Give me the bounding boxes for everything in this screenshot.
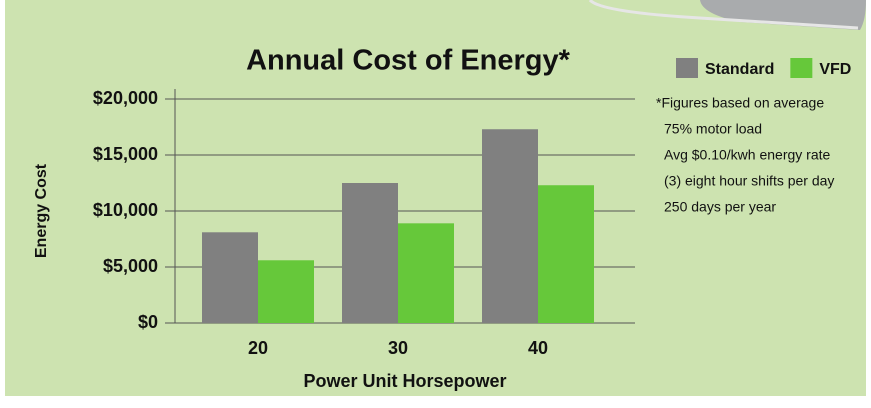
x-tick-label: 30 bbox=[388, 338, 408, 358]
legend-label: VFD bbox=[819, 61, 851, 78]
chart-title: Annual Cost of Energy* bbox=[246, 45, 571, 77]
bar bbox=[482, 129, 538, 323]
x-axis-label: Power Unit Horsepower bbox=[303, 371, 506, 391]
bar bbox=[258, 260, 314, 323]
y-tick-label: $5,000 bbox=[103, 256, 158, 276]
x-tick-label: 20 bbox=[248, 338, 268, 358]
legend-swatch bbox=[676, 58, 698, 78]
y-tick-label: $0 bbox=[138, 312, 158, 332]
y-axis-label: Energy Cost bbox=[33, 163, 50, 258]
footnote: Avg $0.10/kwh energy rate bbox=[664, 147, 831, 163]
x-tick-label: 40 bbox=[528, 338, 548, 358]
legend-label: Standard bbox=[705, 61, 774, 78]
y-tick-label: $15,000 bbox=[93, 144, 158, 164]
footnote: 75% motor load bbox=[664, 121, 762, 137]
footnote: (3) eight hour shifts per day bbox=[664, 173, 834, 189]
footnote: *Figures based on average bbox=[656, 95, 824, 111]
bar bbox=[202, 232, 258, 323]
footnote: 250 days per year bbox=[664, 199, 776, 215]
bar bbox=[342, 183, 398, 323]
bar bbox=[398, 223, 454, 323]
y-tick-label: $20,000 bbox=[93, 88, 158, 108]
chart: Annual Cost of Energy* Energy Cost Power… bbox=[0, 0, 871, 408]
y-tick-label: $10,000 bbox=[93, 200, 158, 220]
legend-swatch bbox=[790, 58, 812, 78]
bar bbox=[538, 185, 594, 323]
